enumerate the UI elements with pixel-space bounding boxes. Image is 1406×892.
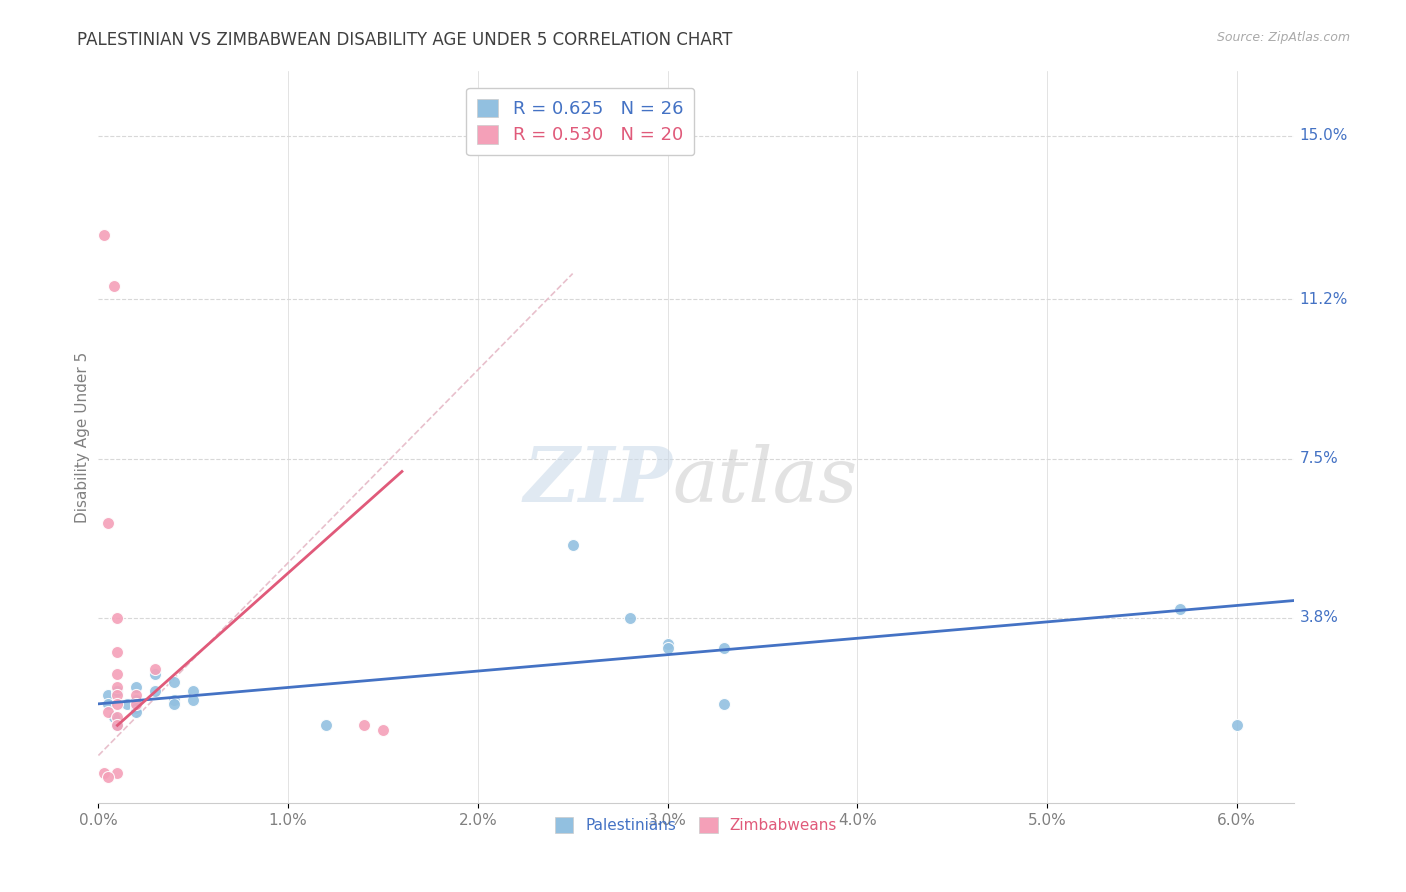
Point [1168,602,1191,616]
Point [103,279,125,293]
Point [315,718,337,732]
Point [713,697,735,711]
Point [105,718,128,732]
Text: Source: ZipAtlas.com: Source: ZipAtlas.com [1216,31,1350,45]
Point [105,710,128,724]
Point [1226,718,1249,732]
Point [105,688,128,702]
Point [125,701,148,715]
Point [93,765,115,780]
Point [97,706,120,720]
Point [353,718,375,732]
Point [105,645,128,659]
Point [105,697,128,711]
Text: 3.8%: 3.8% [1299,610,1339,625]
Point [125,692,148,706]
Point [181,692,204,706]
Point [163,692,186,706]
Point [657,640,679,655]
Point [97,770,120,784]
Point [97,516,120,530]
Point [105,684,128,698]
Point [163,675,186,690]
Point [619,611,641,625]
Point [105,765,128,780]
Point [371,723,394,737]
Point [143,666,166,681]
Point [115,697,138,711]
Legend: Palestinians, Zimbabweans: Palestinians, Zimbabweans [548,811,844,839]
Text: atlas: atlas [672,444,858,518]
Point [713,640,735,655]
Text: ZIP: ZIP [523,444,672,518]
Point [125,706,148,720]
Point [103,710,125,724]
Text: 7.5%: 7.5% [1299,451,1339,467]
Text: PALESTINIAN VS ZIMBABWEAN DISABILITY AGE UNDER 5 CORRELATION CHART: PALESTINIAN VS ZIMBABWEAN DISABILITY AGE… [77,31,733,49]
Point [105,718,128,732]
Point [143,662,166,676]
Point [657,637,679,651]
Point [97,688,120,702]
Point [97,697,120,711]
Point [125,680,148,694]
Point [93,227,115,242]
Point [181,684,204,698]
Text: 11.2%: 11.2% [1299,292,1348,307]
Point [125,697,148,711]
Text: 15.0%: 15.0% [1299,128,1348,144]
Y-axis label: Disability Age Under 5: Disability Age Under 5 [75,351,90,523]
Point [105,611,128,625]
Point [163,697,186,711]
Point [143,684,166,698]
Point [105,680,128,694]
Point [105,666,128,681]
Point [561,538,583,552]
Point [125,688,148,702]
